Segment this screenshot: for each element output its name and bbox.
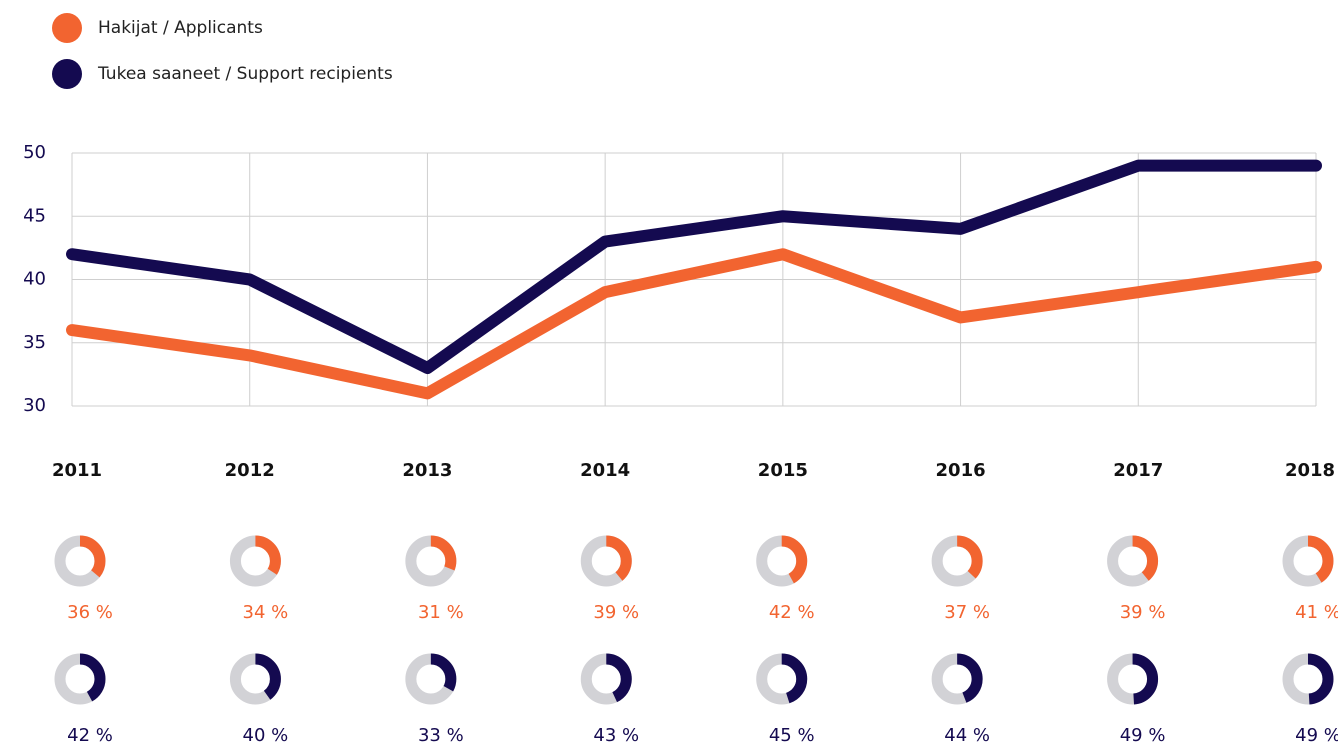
donut-value-label: 37 % bbox=[944, 602, 990, 623]
donut-arc bbox=[405, 653, 457, 705]
series-line bbox=[66, 248, 1322, 400]
x-tick-label: 2017 bbox=[1113, 460, 1163, 481]
donut-arc bbox=[931, 653, 983, 705]
donut-arc bbox=[54, 535, 106, 587]
donut-value-label: 49 % bbox=[1120, 725, 1166, 745]
donut-arc bbox=[580, 535, 632, 587]
legend-swatch bbox=[52, 13, 82, 43]
y-tick-label: 50 bbox=[23, 142, 46, 163]
legend-label: Tukea saaneet / Support recipients bbox=[97, 64, 393, 84]
y-tick-label: 45 bbox=[23, 205, 46, 226]
donut-arc bbox=[931, 535, 983, 587]
x-tick-label: 2016 bbox=[936, 460, 986, 481]
donut-value-label: 31 % bbox=[418, 602, 464, 623]
x-tick-label: 2014 bbox=[580, 460, 630, 481]
donut-value-label: 36 % bbox=[67, 602, 113, 623]
donut-value-label: 33 % bbox=[418, 725, 464, 745]
donut-arc bbox=[229, 535, 281, 587]
y-tick-label: 40 bbox=[23, 269, 46, 290]
donut-value-label: 44 % bbox=[944, 725, 990, 745]
donut-arc bbox=[1107, 535, 1159, 587]
donut-value-label: 34 % bbox=[243, 602, 289, 623]
y-tick-label: 30 bbox=[23, 395, 46, 416]
x-tick-label: 2015 bbox=[758, 460, 808, 481]
donut-value-label: 43 % bbox=[593, 725, 639, 745]
donut-value-label: 45 % bbox=[769, 725, 815, 745]
x-tick-label: 2018 bbox=[1285, 460, 1335, 481]
legend-swatch bbox=[52, 59, 82, 89]
y-tick-label: 35 bbox=[23, 332, 46, 353]
donut-value-label: 42 % bbox=[67, 725, 113, 745]
donut-arc bbox=[229, 653, 281, 705]
donut-arc bbox=[54, 653, 106, 705]
legend-label: Hakijat / Applicants bbox=[98, 18, 263, 38]
donut-arc bbox=[1282, 535, 1334, 587]
donut-arc bbox=[1107, 653, 1159, 705]
donut-value-label: 39 % bbox=[1120, 602, 1166, 623]
series-line bbox=[66, 159, 1322, 375]
x-tick-label: 2013 bbox=[402, 460, 452, 481]
donut-arc bbox=[756, 535, 808, 587]
donut-arc bbox=[1282, 653, 1334, 705]
donut-value-label: 40 % bbox=[243, 725, 289, 745]
donut-arc bbox=[756, 653, 808, 705]
donut-arc bbox=[405, 535, 457, 587]
donut-value-label: 49 % bbox=[1295, 725, 1338, 745]
donut-value-label: 41 % bbox=[1295, 602, 1338, 623]
donut-arc bbox=[580, 653, 632, 705]
x-tick-label: 2011 bbox=[52, 460, 102, 481]
donut-value-label: 39 % bbox=[593, 602, 639, 623]
x-tick-label: 2012 bbox=[225, 460, 275, 481]
donut-value-label: 42 % bbox=[769, 602, 815, 623]
